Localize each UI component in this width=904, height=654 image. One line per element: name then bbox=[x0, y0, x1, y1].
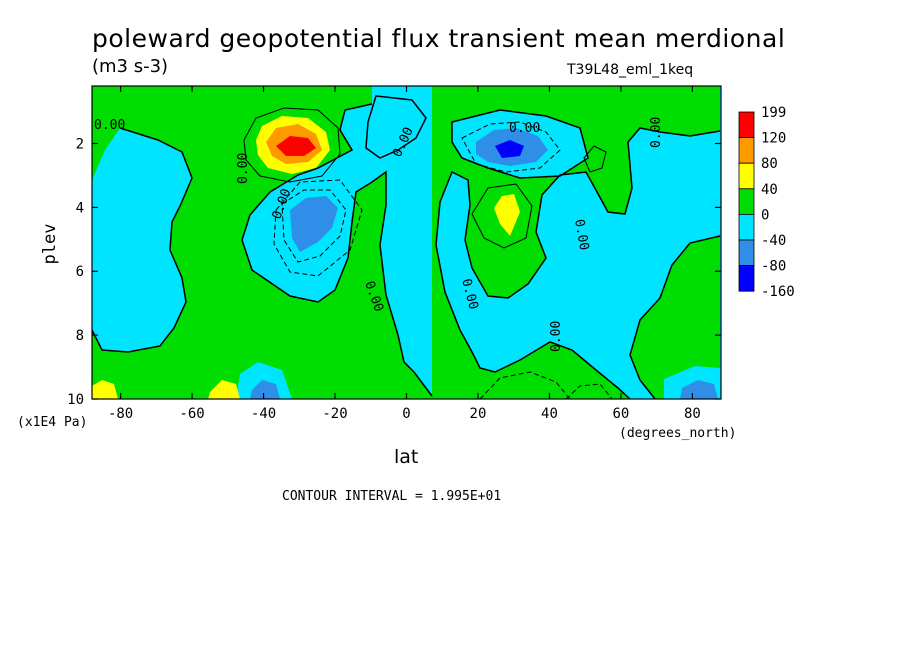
dark-blue-core bbox=[495, 140, 524, 158]
contour-lines bbox=[92, 95, 721, 399]
blue-band-lower bbox=[290, 196, 338, 252]
run-label: T39L48_eml_1keq bbox=[567, 62, 694, 78]
negative-pocket-left bbox=[92, 128, 192, 352]
pos-contour-nh bbox=[471, 183, 533, 249]
y-tick-label: 6 bbox=[76, 264, 84, 280]
neg-contour-bottom bbox=[479, 371, 571, 399]
colorbar-label: -80 bbox=[761, 259, 786, 275]
contour-interval: CONTOUR INTERVAL = 1.995E+01 bbox=[282, 489, 502, 504]
x-tick-label: -60 bbox=[179, 406, 204, 422]
zero-line-pocket-north bbox=[365, 95, 427, 159]
yellow-band-nh bbox=[494, 194, 520, 236]
zero-line-sh bbox=[241, 103, 433, 397]
contour-value-label: 0.00 bbox=[649, 117, 664, 148]
contour-value-label: 0.00 bbox=[509, 121, 540, 136]
x-tick-label: 60 bbox=[613, 406, 630, 422]
zero-line-mid bbox=[435, 127, 721, 399]
colorbar-swatch bbox=[738, 213, 755, 241]
contour-value-label: 0.00 bbox=[571, 218, 591, 251]
yellow-band-bottom-1 bbox=[92, 380, 118, 399]
blue-band-np bbox=[680, 380, 718, 399]
zero-line-pocket-left bbox=[92, 127, 193, 353]
neg-contour-lower bbox=[281, 189, 347, 263]
contour-value-label: 0.00 bbox=[236, 153, 251, 184]
y-tick-label: 8 bbox=[76, 328, 84, 344]
colorbar-label: 40 bbox=[761, 182, 778, 198]
x-tick-label: 0 bbox=[402, 406, 410, 422]
neg-contour-center bbox=[461, 121, 561, 173]
y-tick-label: 4 bbox=[76, 200, 84, 216]
y-axis: 2 4 6 8 10 bbox=[67, 136, 721, 408]
colorbar: 199 120 80 40 0 -40 -80 -160 bbox=[738, 105, 795, 300]
colorbar-swatch bbox=[738, 162, 755, 190]
colorbar-swatch bbox=[738, 265, 755, 292]
x-tick-label: -40 bbox=[251, 406, 276, 422]
neg-contour-bottom-right bbox=[565, 383, 613, 399]
neg-contour-lower-outer bbox=[273, 179, 363, 277]
y-axis-label: plev bbox=[40, 224, 60, 265]
x-tick-label: 20 bbox=[470, 406, 487, 422]
colorbar-label: -160 bbox=[761, 284, 795, 300]
x-axis-label: lat bbox=[394, 446, 419, 468]
colorbar-swatch bbox=[738, 188, 755, 215]
positive-region-nh bbox=[630, 236, 720, 399]
colorbar-label: 199 bbox=[761, 105, 786, 121]
chart-title: poleward geopotential flux transient mea… bbox=[92, 24, 786, 53]
chart-units: (m3 s-3) bbox=[92, 56, 169, 77]
blue-band-bottom bbox=[250, 380, 280, 399]
pos-contour-sh-jet bbox=[243, 107, 341, 183]
y-scale-note: (x1E4 Pa) bbox=[17, 415, 88, 430]
x-axis: -80 -60 -40 -20 0 20 40 60 80 bbox=[108, 86, 701, 422]
colorbar-swatch bbox=[738, 111, 755, 139]
pos-contour-right bbox=[583, 145, 607, 173]
y-tick-label: 10 bbox=[67, 392, 84, 408]
colorbar-swatch bbox=[738, 239, 755, 267]
colorbar-label: -40 bbox=[761, 233, 786, 249]
contour-value-label: 0.00 bbox=[94, 118, 125, 133]
negative-pocket-bottom-left bbox=[236, 362, 292, 399]
colorbar-label: 0 bbox=[761, 207, 769, 223]
x-tick-label: 80 bbox=[684, 406, 701, 422]
colorbar-label: 80 bbox=[761, 156, 778, 172]
x-axis-units: (degrees_north) bbox=[619, 426, 737, 441]
y-tick-label: 2 bbox=[76, 136, 84, 152]
colorbar-swatch bbox=[738, 137, 755, 164]
zero-line-pocket-center bbox=[451, 109, 589, 179]
colorbar-label: 120 bbox=[761, 131, 786, 147]
negative-pocket-north bbox=[366, 96, 426, 158]
x-tick-label: -20 bbox=[322, 406, 347, 422]
contour-value-label: 0.00 bbox=[549, 321, 564, 352]
red-core-sh-jet bbox=[276, 136, 316, 156]
x-tick-label: 40 bbox=[541, 406, 558, 422]
yellow-band-bottom-2 bbox=[208, 380, 240, 399]
zero-line-nh bbox=[629, 235, 721, 399]
x-tick-label: -80 bbox=[108, 406, 133, 422]
